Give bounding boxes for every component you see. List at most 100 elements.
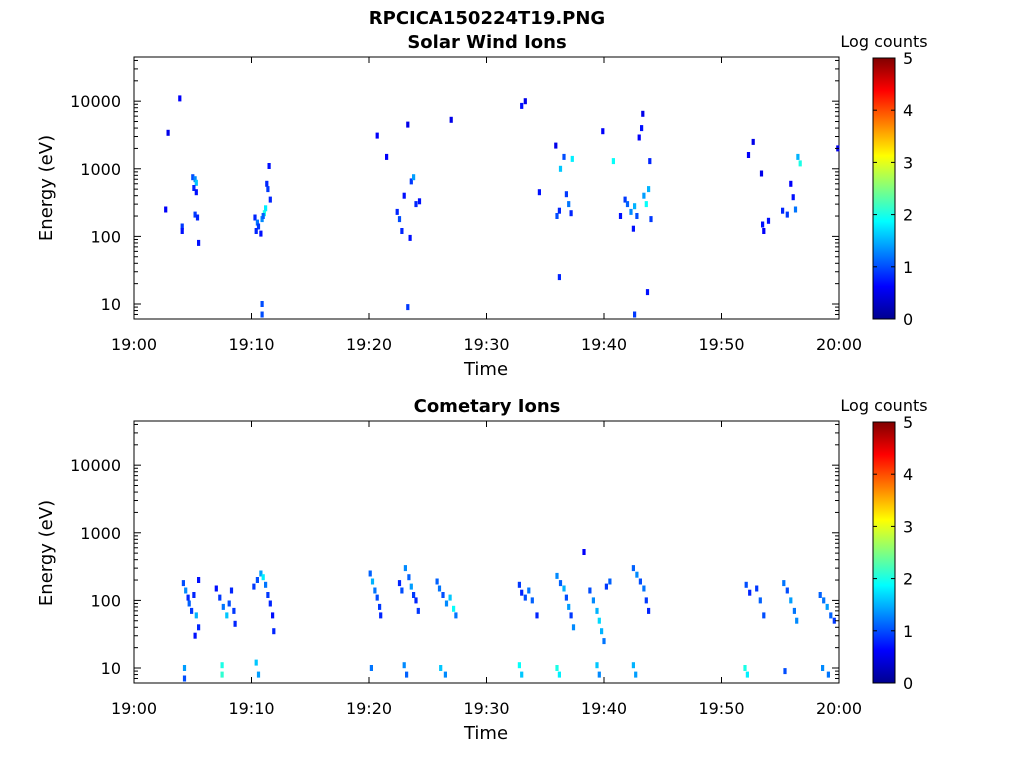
x-tick-label: 20:00 <box>816 335 862 354</box>
heatmap-cell <box>635 213 639 219</box>
colorbar-tick-label: 3 <box>903 517 913 536</box>
heatmap-cell <box>417 198 422 205</box>
heatmap-cell <box>638 578 642 585</box>
heatmap-cell <box>571 624 576 631</box>
y-tick-label: 1000 <box>80 160 121 179</box>
heatmap-cell <box>256 223 261 230</box>
heatmap-cell <box>260 311 264 318</box>
heatmap-cell <box>755 585 759 592</box>
heatmap-cell <box>793 206 798 213</box>
heatmap-cell <box>644 597 648 604</box>
y-axis-ticks: 10 100 1000 10000 <box>70 59 839 320</box>
heatmap-cell <box>601 128 605 135</box>
heatmap-cell <box>187 600 191 607</box>
heatmap-cell <box>449 116 453 123</box>
heatmap-cell <box>180 228 184 234</box>
heatmap-cell <box>562 585 566 592</box>
heatmap-cell <box>649 216 653 223</box>
heatmap-cell <box>523 594 527 601</box>
heatmap-cell <box>751 138 755 145</box>
heatmap-cell <box>406 121 410 128</box>
heatmap-cell <box>758 597 762 604</box>
heatmap-cell <box>194 612 198 619</box>
heatmap-cell <box>255 219 259 226</box>
plot-frame <box>133 56 840 320</box>
heatmap-cell <box>743 665 747 671</box>
heatmap-cell <box>220 662 224 669</box>
heatmap-cell <box>164 206 168 213</box>
colorbar-tick-label: 2 <box>903 206 913 225</box>
heatmap-cell <box>254 659 258 666</box>
heatmap-cell <box>557 671 561 678</box>
heatmap-cell <box>448 594 452 601</box>
heatmap-cell <box>272 628 276 635</box>
heatmap-cell <box>439 665 443 671</box>
heatmap-cell <box>232 607 236 614</box>
heatmap-cell <box>530 597 534 604</box>
heatmap-cell <box>256 671 261 678</box>
heatmap-cell <box>789 180 793 187</box>
heatmap-cell <box>197 624 201 631</box>
heatmap-cell <box>452 605 456 612</box>
x-axis-ticks: 19:00 19:10 19:20 19:30 19:40 19:50 20:00 <box>111 57 862 354</box>
heatmap-cell <box>785 587 789 594</box>
heatmap-cell <box>633 203 637 210</box>
heatmap-cell <box>259 230 263 237</box>
x-axis-label: Time <box>463 359 508 380</box>
y-axis-label: Energy (eV) <box>36 500 57 606</box>
x-axis-ticks: 19:00 19:10 19:20 19:30 19:40 19:50 20:00 <box>111 421 862 718</box>
heatmap-cell <box>647 607 651 614</box>
y-tick-label: 10000 <box>70 456 121 475</box>
heatmap-cell <box>642 585 646 592</box>
heatmap-cell <box>517 581 521 588</box>
heatmap-cell <box>373 587 377 594</box>
heatmap-cell <box>266 186 270 193</box>
heatmap-cell <box>555 665 559 671</box>
heatmap-cell <box>792 607 796 614</box>
colorbar-tick-label: 3 <box>903 153 913 172</box>
heatmap-cell <box>403 565 407 572</box>
heatmap-cell <box>645 289 650 296</box>
heatmap-cell <box>633 311 637 318</box>
heatmap-cell <box>395 208 399 215</box>
heatmap-cell <box>640 125 644 132</box>
heatmap-cell <box>407 574 411 581</box>
x-tick-label: 19:40 <box>581 699 627 718</box>
heatmap-cell <box>631 225 635 232</box>
heatmap-cell <box>744 581 748 588</box>
heatmap-cell <box>435 578 439 585</box>
heatmap-cell <box>597 671 601 678</box>
heatmap-cell <box>745 671 749 678</box>
heatmap-cell <box>602 638 606 645</box>
heatmap-cell <box>443 671 447 678</box>
heatmap-cell <box>437 585 442 592</box>
colorbar-tick-label: 4 <box>903 465 913 484</box>
x-tick-label: 19:00 <box>111 699 157 718</box>
heatmap-cell <box>748 589 752 596</box>
heatmap-cell <box>604 583 608 590</box>
heatmap-cell <box>409 178 413 185</box>
heatmap-cell <box>564 191 568 198</box>
heatmap-cell <box>378 603 382 610</box>
heatmap-cell <box>180 223 184 230</box>
heatmap-cell <box>635 571 639 578</box>
heatmap-cell <box>826 671 830 678</box>
heatmap-cell <box>569 210 573 217</box>
heatmap-cell <box>567 201 571 208</box>
colorbar-tick-label: 2 <box>903 570 913 589</box>
heatmap-cell <box>527 587 531 594</box>
colorbar-gradient <box>872 421 896 684</box>
heatmap-cell <box>557 274 561 281</box>
heatmap-cell <box>781 207 785 214</box>
heatmap-cell <box>193 211 197 218</box>
heatmap-cell <box>762 228 766 234</box>
colorbar-ticks: 0 1 2 3 4 5 <box>873 413 913 693</box>
heatmap-cell <box>385 153 389 160</box>
y-tick-label: 10 <box>101 295 121 314</box>
heatmap-cell <box>255 577 259 583</box>
heatmap-cell <box>631 662 635 669</box>
heatmap-cell <box>190 607 194 614</box>
colorbar: Log counts 0 1 2 3 4 5 <box>840 396 927 693</box>
heatmap-cell <box>194 189 198 196</box>
heatmap-cell <box>370 578 375 585</box>
